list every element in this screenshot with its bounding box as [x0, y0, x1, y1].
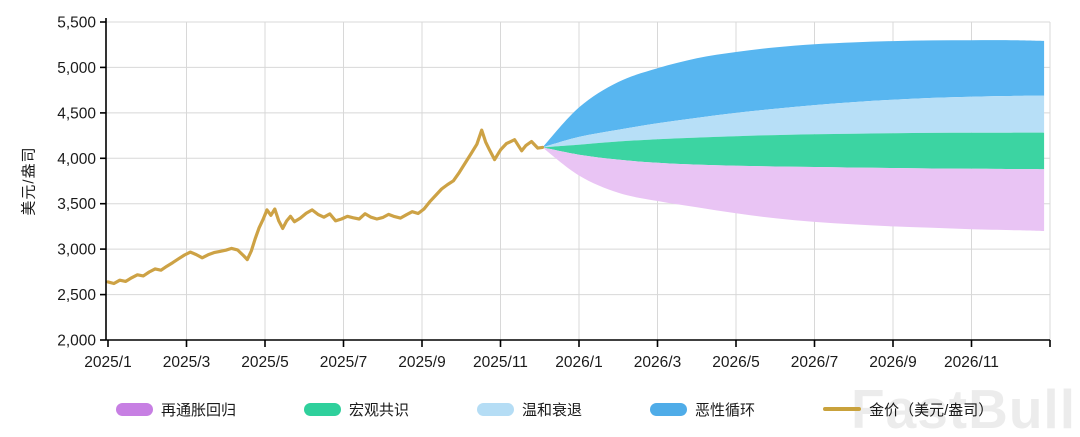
legend-label: 金价（美元/盎司） — [869, 401, 994, 419]
plot-area: 2,000 2,500 3,000 3,500 4,000 4,500 5,000 5,500… — [57, 15, 1051, 371]
x-tick-label: 2025/5 — [241, 354, 288, 371]
fastbull-watermark: FastBull — [851, 378, 1076, 437]
band-macro-consensus — [542, 132, 1045, 170]
y-tick-label: 5,500 — [57, 15, 96, 32]
legend-item-macro-consensus: 宏观共识 — [304, 399, 409, 420]
x-tick-label: 2026/5 — [712, 354, 759, 371]
legend-label: 温和衰退 — [522, 401, 583, 419]
band-mild-recession — [542, 95, 1045, 148]
y-tick-label: 5,000 — [57, 60, 96, 77]
y-tick-label: 4,500 — [57, 105, 96, 122]
x-tick-label: 2025/11 — [473, 354, 528, 371]
band-reflation-return — [542, 147, 1045, 231]
x-tick-label: 2025/3 — [163, 354, 210, 371]
y-tick-label: 3,000 — [57, 242, 96, 259]
y-tick-label: 2,500 — [57, 287, 96, 304]
legend-label: 恶性循环 — [695, 401, 756, 419]
mild-recession-swatch-icon — [477, 402, 515, 416]
x-tick-label: 2025/9 — [398, 354, 445, 371]
x-tick-label: 2026/1 — [555, 354, 602, 371]
x-tick-label: 2025/7 — [320, 354, 367, 371]
legend-item-mild-recession: 温和衰退 — [477, 399, 582, 420]
y-tick-label: 2,000 — [57, 333, 96, 350]
legend-label: 再通胀回归 — [161, 401, 237, 419]
vicious-cycle-swatch-icon — [650, 402, 688, 416]
gold-price-line-swatch-icon — [823, 407, 862, 411]
x-tick-label: 2026/3 — [634, 354, 681, 371]
macro-consensus-swatch-icon — [304, 402, 342, 416]
legend-item-reflation-return: 再通胀回归 — [116, 399, 236, 420]
x-tick-label: 2026/7 — [791, 354, 838, 371]
gold-price-line — [106, 128, 545, 286]
legend-label: 宏观共识 — [349, 401, 410, 419]
legend-item-gold-price: 金价（美元/盎司） — [823, 399, 993, 420]
legend-item-vicious-cycle: 恶性循环 — [650, 399, 755, 420]
y-tick-label: 3,500 — [57, 196, 96, 213]
band-vicious-cycle — [542, 40, 1045, 148]
x-tick-label: 2026/9 — [869, 354, 916, 371]
y-tick-label: 4,000 — [57, 151, 96, 168]
reflation-return-swatch-icon — [116, 402, 153, 416]
legend: 再通胀回归 宏观共识 温和衰退 恶性循环 金价（美元/盎司） — [116, 394, 993, 424]
x-tick-label: 2025/1 — [84, 354, 131, 371]
x-tick-label: 2026/11 — [944, 354, 999, 371]
